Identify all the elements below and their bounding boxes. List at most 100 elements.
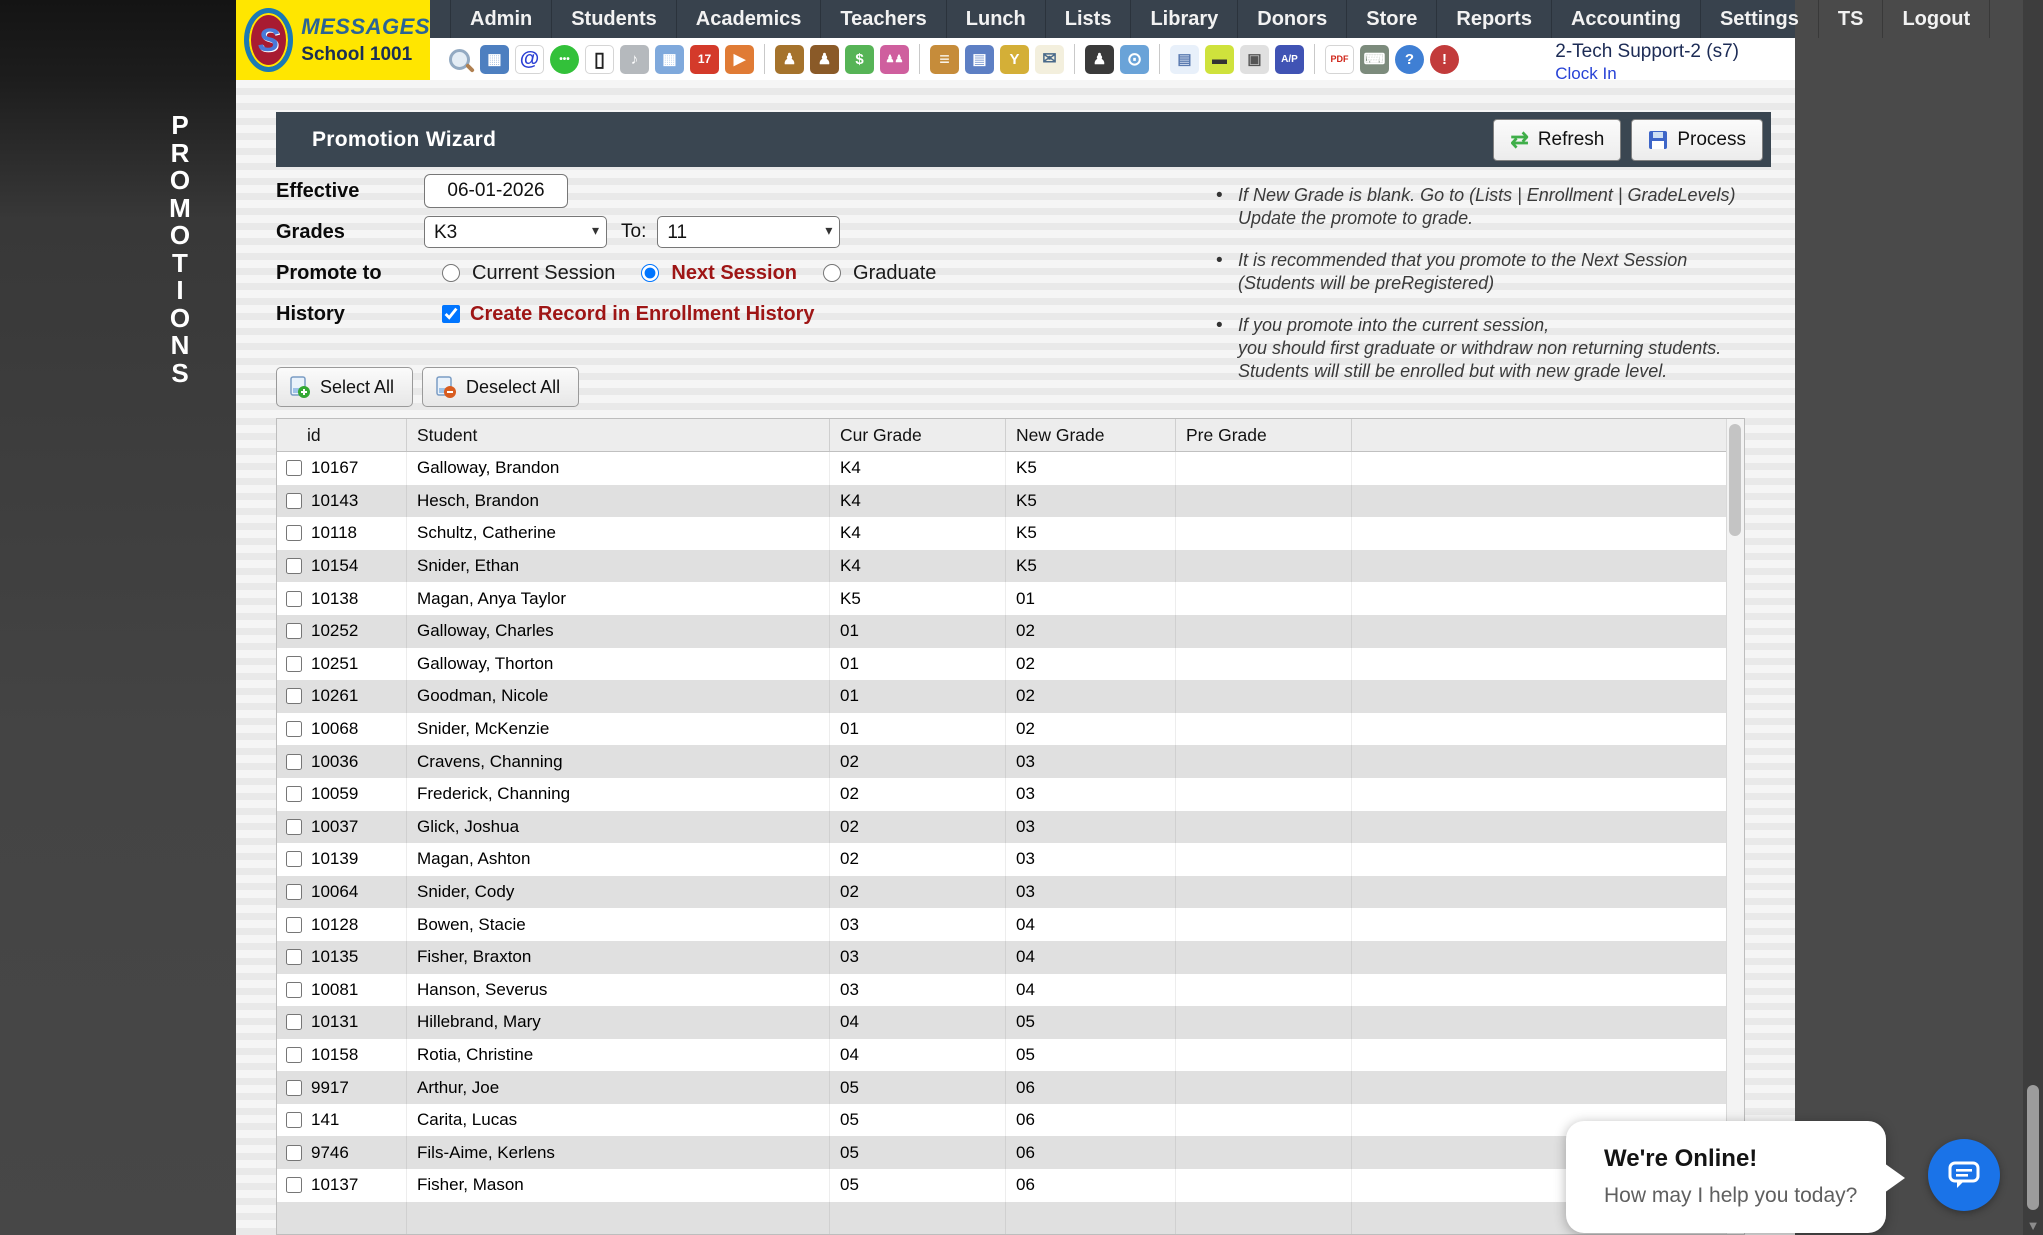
table-row[interactable]: 10154 Snider, Ethan K4 K5 xyxy=(277,549,1744,583)
table-row[interactable]: 10064 Snider, Cody 02 03 xyxy=(277,875,1744,909)
row-select-checkbox[interactable] xyxy=(286,949,302,966)
column-header-cur-grade[interactable]: Cur Grade xyxy=(830,419,1006,451)
table-row[interactable]: 10037 Glick, Joshua 02 03 xyxy=(277,810,1744,844)
column-header-pre-grade[interactable]: Pre Grade xyxy=(1176,419,1352,451)
grade-to-select[interactable]: 11 xyxy=(657,216,841,248)
column-header-id[interactable]: id xyxy=(277,419,407,451)
row-select-checkbox[interactable] xyxy=(286,688,302,705)
table-row[interactable]: 10158 Rotia, Christine 04 05 xyxy=(277,1038,1744,1072)
family-icon[interactable]: ♟♟ xyxy=(880,44,909,74)
announcement-icon[interactable]: ▶ xyxy=(725,44,754,74)
schedule-icon[interactable]: ▦ xyxy=(655,44,684,74)
nav-item-settings[interactable]: Settings xyxy=(1701,0,1819,38)
ap-icon[interactable]: A/P xyxy=(1275,44,1304,74)
column-header-new-grade[interactable]: New Grade xyxy=(1006,419,1176,451)
nav-item-donors[interactable]: Donors xyxy=(1238,0,1348,38)
table-row[interactable]: 10261 Goodman, Nicole 01 02 xyxy=(277,680,1744,713)
table-row[interactable] xyxy=(277,1201,1744,1234)
table-row[interactable]: 10137 Fisher, Mason 05 06 xyxy=(277,1169,1744,1202)
row-select-checkbox[interactable] xyxy=(286,590,302,607)
row-select-checkbox[interactable] xyxy=(286,1177,302,1194)
nav-item-reports[interactable]: Reports xyxy=(1437,0,1552,38)
window-scrollbar[interactable]: ▼ xyxy=(2023,0,2043,1235)
refresh-button[interactable]: ⇄ Refresh xyxy=(1493,118,1622,161)
nav-item-students[interactable]: Students xyxy=(552,0,677,38)
table-scrollbar[interactable] xyxy=(1726,419,1744,1234)
nav-item-academics[interactable]: Academics xyxy=(677,0,822,38)
row-select-checkbox[interactable] xyxy=(286,721,302,738)
table-row[interactable]: 10081 Hanson, Severus 03 04 xyxy=(277,973,1744,1007)
lunch-icon[interactable]: ≡ xyxy=(930,44,959,74)
row-select-checkbox[interactable] xyxy=(286,460,302,477)
table-row[interactable]: 10036 Cravens, Channing 02 03 xyxy=(277,745,1744,778)
row-select-checkbox[interactable] xyxy=(286,851,302,868)
row-select-checkbox[interactable] xyxy=(286,525,302,542)
row-select-checkbox[interactable] xyxy=(286,818,302,835)
search-icon[interactable] xyxy=(445,45,474,74)
row-select-checkbox[interactable] xyxy=(286,1014,302,1031)
print-checks-icon[interactable]: ▣ xyxy=(1240,44,1269,74)
invoice-icon[interactable]: ▤ xyxy=(1170,44,1199,74)
table-row[interactable]: 10167 Galloway, Brandon K4 K5 xyxy=(277,452,1744,485)
row-select-checkbox[interactable] xyxy=(286,623,302,640)
column-header-blank[interactable] xyxy=(1352,419,1744,451)
app-logo[interactable]: S MESSAGES School 1001 xyxy=(236,0,430,80)
nav-item-ts[interactable]: TS xyxy=(1819,0,1884,38)
table-row[interactable]: 10138 Magan, Anya Taylor K5 01 xyxy=(277,582,1744,615)
calendar-icon[interactable]: 17 xyxy=(690,44,719,74)
table-row[interactable]: 10143 Hesch, Brandon K4 K5 xyxy=(277,484,1744,518)
effective-date-input[interactable] xyxy=(424,174,568,208)
nav-item-lunch[interactable]: Lunch xyxy=(947,0,1046,38)
select-all-button[interactable]: Select All xyxy=(276,367,414,407)
person-icon[interactable]: ♟ xyxy=(810,44,839,74)
promote-radio-graduate[interactable] xyxy=(823,264,842,282)
nav-item-accounting[interactable]: Accounting xyxy=(1552,0,1701,38)
apps-grid-icon[interactable]: ▦ xyxy=(480,44,509,74)
table-row[interactable]: 10118 Schultz, Catherine K4 K5 xyxy=(277,517,1744,550)
history-checkbox[interactable] xyxy=(442,305,460,323)
table-row[interactable]: 141 Carita, Lucas 05 06 xyxy=(277,1103,1744,1137)
nav-item-logout[interactable]: Logout xyxy=(1883,0,1991,38)
row-select-checkbox[interactable] xyxy=(286,1046,302,1063)
time-clock-icon[interactable]: ⊙ xyxy=(1120,44,1149,74)
row-select-checkbox[interactable] xyxy=(286,916,302,933)
nav-item-admin[interactable]: Admin xyxy=(450,0,553,38)
table-row[interactable]: 10059 Frederick, Channing 02 03 xyxy=(277,777,1744,811)
row-select-checkbox[interactable] xyxy=(286,786,302,803)
mail-money-icon[interactable]: ✉ xyxy=(1035,44,1064,74)
row-select-checkbox[interactable] xyxy=(286,981,302,998)
row-select-checkbox[interactable] xyxy=(286,655,302,672)
column-header-student[interactable]: Student xyxy=(407,419,830,451)
nav-item-lists[interactable]: Lists xyxy=(1046,0,1132,38)
table-row[interactable]: 10131 Hillebrand, Mary 04 05 xyxy=(277,1006,1744,1039)
help-icon[interactable]: ? xyxy=(1395,44,1424,74)
row-select-checkbox[interactable] xyxy=(286,753,302,770)
promote-radio-current-session[interactable] xyxy=(442,264,460,282)
scroll-down-arrow-icon[interactable]: ▼ xyxy=(2026,1218,2040,1233)
clock-in-link[interactable]: Clock In xyxy=(1555,63,1617,83)
pdf-icon[interactable]: PDF xyxy=(1325,44,1354,74)
nav-item-store[interactable]: Store xyxy=(1347,0,1438,38)
library-icon[interactable]: ▤ xyxy=(965,44,994,74)
table-scrollbar-thumb[interactable] xyxy=(1729,424,1741,536)
sms-icon[interactable]: ••• xyxy=(550,44,579,74)
table-row[interactable]: 10251 Galloway, Thorton 01 02 xyxy=(277,647,1744,681)
student-icon[interactable]: ♟ xyxy=(775,44,804,74)
promote-option-label[interactable]: Graduate xyxy=(853,261,937,284)
nav-item-teachers[interactable]: Teachers xyxy=(821,0,947,38)
chat-greeting-bubble[interactable]: We're Online! How may I help you today? xyxy=(1566,1121,1905,1233)
promote-option-label[interactable]: Next Session xyxy=(671,261,798,284)
alert-icon[interactable]: ! xyxy=(1430,44,1459,74)
row-select-checkbox[interactable] xyxy=(286,1112,302,1129)
table-row[interactable]: 10135 Fisher, Braxton 03 04 xyxy=(277,940,1744,974)
table-row[interactable]: 10128 Bowen, Stacie 03 04 xyxy=(277,908,1744,941)
table-row[interactable]: 9746 Fils-Aime, Kerlens 05 06 xyxy=(277,1136,1744,1170)
row-select-checkbox[interactable] xyxy=(286,1144,302,1161)
grade-from-select[interactable]: K3 xyxy=(424,216,607,248)
deselect-all-button[interactable]: Deselect All xyxy=(422,367,580,407)
awards-icon[interactable]: Y xyxy=(1000,44,1029,74)
email-icon[interactable]: @ xyxy=(515,44,544,74)
process-button[interactable]: Process xyxy=(1631,118,1763,161)
staff-icon[interactable]: ♟ xyxy=(1085,44,1114,74)
window-scrollbar-thumb[interactable] xyxy=(2027,1085,2039,1210)
